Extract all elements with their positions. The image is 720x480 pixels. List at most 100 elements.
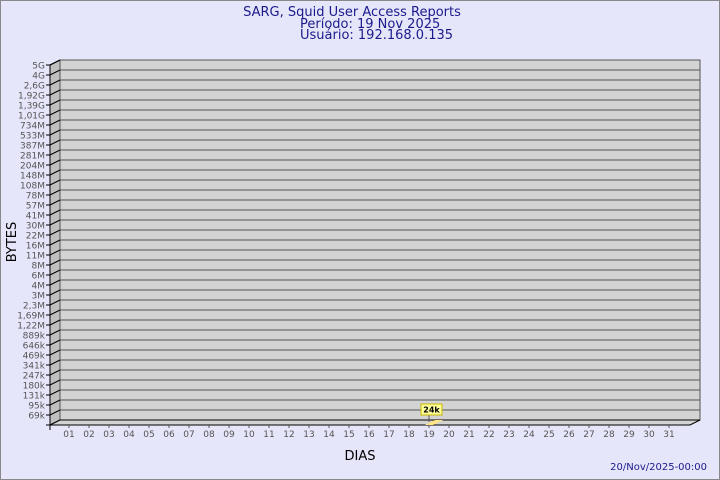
y-tick-depth <box>49 269 61 276</box>
y-tick-depth <box>49 119 61 126</box>
x-tick-label: 06 <box>163 430 175 440</box>
y-tick-depth <box>49 279 61 286</box>
x-tick-label: 01 <box>63 430 74 440</box>
x-tick-label: 12 <box>283 430 294 440</box>
y-tick-label: 3M <box>32 292 46 302</box>
x-tick-label: 05 <box>143 430 154 440</box>
y-tick-label: 734M <box>20 122 45 132</box>
plot-floor <box>49 419 701 426</box>
y-tick-depth <box>49 99 61 106</box>
y-tick-label: 533M <box>20 132 45 142</box>
y-tick-depth <box>49 329 61 336</box>
x-tick-label: 29 <box>623 430 635 440</box>
x-tick-label: 27 <box>583 430 594 440</box>
y-tick-depth <box>49 109 61 116</box>
y-tick-depth <box>49 249 61 256</box>
y-tick-label: 22M <box>26 232 45 242</box>
bar-data-label: 24k <box>423 406 440 415</box>
y-tick-depth <box>49 219 61 226</box>
y-tick-depth <box>49 369 61 376</box>
x-tick-label: 23 <box>503 430 514 440</box>
y-tick-label: 4G <box>32 72 45 82</box>
y-tick-depth <box>49 259 61 266</box>
y-tick-label: 1,69M <box>17 312 45 322</box>
chart-period: Período: 19 Nov 2025 <box>300 17 440 32</box>
y-tick-label: 387M <box>20 142 45 152</box>
x-tick-label: 08 <box>203 430 215 440</box>
bar-label-box <box>420 403 443 416</box>
y-tick-depth <box>49 69 61 76</box>
y-tick-label: 16M <box>26 242 45 252</box>
y-tick-depth <box>49 79 61 86</box>
x-tick-label: 19 <box>423 430 435 440</box>
x-tick-label: 11 <box>263 430 274 440</box>
x-tick-label: 10 <box>243 430 255 440</box>
y-tick-depth <box>49 159 61 166</box>
y-tick-depth <box>49 349 61 356</box>
y-tick-depth <box>49 379 61 386</box>
y-tick-label: 4M <box>32 282 46 292</box>
y-tick-label: 95k <box>28 402 45 412</box>
y-tick-label: 108M <box>20 182 45 192</box>
y-tick-label: 341k <box>23 362 46 372</box>
y-tick-depth <box>49 229 61 236</box>
x-tick-label: 15 <box>343 430 354 440</box>
y-tick-label: 1,01G <box>18 112 45 122</box>
y-tick-label: 2,6G <box>24 82 45 92</box>
y-axis-label: BYTES <box>5 222 20 263</box>
x-tick-label: 22 <box>483 430 494 440</box>
y-tick-depth <box>49 139 61 146</box>
y-tick-depth <box>49 149 61 156</box>
y-tick-depth <box>49 239 61 246</box>
x-tick-label: 03 <box>103 430 114 440</box>
footer-timestamp: 20/Nov/2025-00:00 <box>610 462 707 473</box>
x-tick-label: 21 <box>463 430 474 440</box>
y-tick-label: 148M <box>20 172 45 182</box>
y-tick-label: 889k <box>23 332 46 342</box>
x-axis-label: DIAS <box>345 449 376 464</box>
x-tick-label: 04 <box>123 430 135 440</box>
y-tick-label: 5G <box>32 62 45 72</box>
y-tick-label: 2,3M <box>23 302 45 312</box>
y-tick-label: 646k <box>23 342 46 352</box>
x-tick-label: 16 <box>363 430 375 440</box>
y-tick-depth <box>49 289 61 296</box>
y-tick-depth <box>49 169 61 176</box>
y-tick-label: 57M <box>26 202 45 212</box>
chart-title: SARG, Squid User Access Reports <box>243 5 461 20</box>
y-tick-depth <box>49 359 61 366</box>
y-tick-label: 281M <box>20 152 45 162</box>
y-tick-label: 180k <box>23 382 46 392</box>
x-tick-label: 07 <box>183 430 194 440</box>
y-tick-label: 6M <box>32 272 46 282</box>
y-tick-depth <box>49 129 61 136</box>
y-tick-label: 1,92G <box>18 92 45 102</box>
y-tick-depth <box>49 399 61 406</box>
y-tick-label: 8M <box>32 262 46 272</box>
x-tick-label: 18 <box>403 430 415 440</box>
y-tick-label: 1,22M <box>17 322 45 332</box>
y-tick-label: 78M <box>26 192 45 202</box>
x-tick-label: 25 <box>543 430 554 440</box>
x-tick-label: 26 <box>563 430 575 440</box>
y-tick-label: 1,39G <box>18 102 45 112</box>
chart-user: Usuário: 192.168.0.135 <box>300 28 453 43</box>
y-tick-depth <box>49 89 61 96</box>
y-tick-label: 247k <box>23 372 46 382</box>
y-tick-label: 131k <box>23 392 46 402</box>
x-tick-label: 09 <box>223 430 235 440</box>
bar-day-19 <box>425 420 443 425</box>
y-tick-label: 30M <box>26 222 45 232</box>
y-tick-depth <box>49 299 61 306</box>
y-tick-depth <box>49 339 61 346</box>
y-tick-depth <box>49 179 61 186</box>
y-tick-depth <box>49 319 61 326</box>
y-tick-depth <box>49 309 61 316</box>
x-tick-label: 20 <box>443 430 455 440</box>
x-tick-label: 13 <box>303 430 314 440</box>
x-tick-label: 24 <box>523 430 535 440</box>
y-tick-depth <box>49 389 61 396</box>
x-tick-label: 28 <box>603 430 615 440</box>
